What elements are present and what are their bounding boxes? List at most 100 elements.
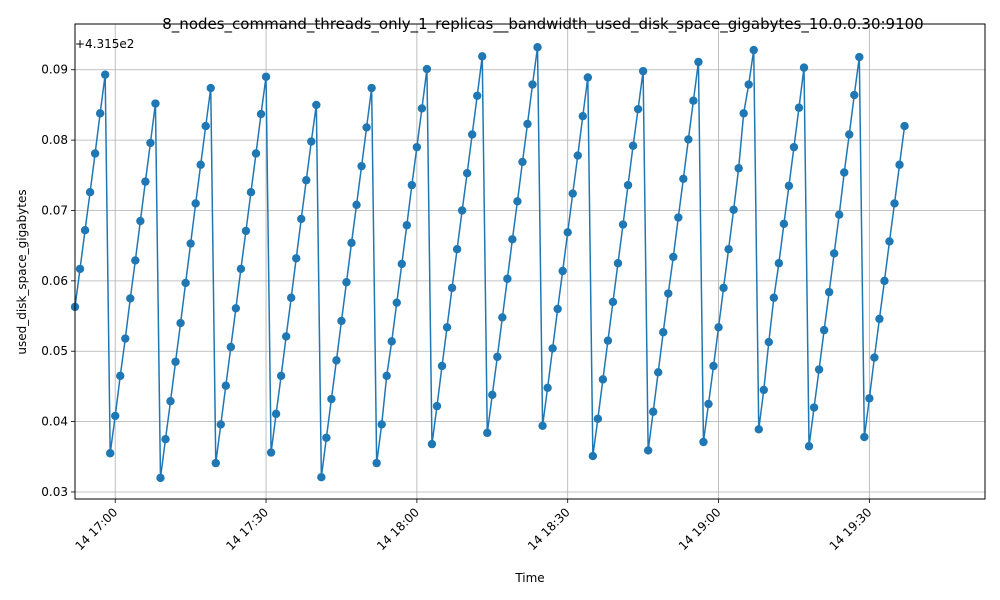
data-point bbox=[427, 439, 437, 449]
data-point bbox=[352, 200, 361, 210]
data-point bbox=[669, 252, 678, 262]
data-point bbox=[543, 383, 552, 393]
data-point bbox=[186, 239, 195, 248]
data-point bbox=[764, 337, 774, 347]
data-point bbox=[749, 45, 758, 55]
data-point bbox=[442, 323, 452, 332]
data-point bbox=[719, 283, 728, 293]
series-line bbox=[74, 47, 906, 478]
data-point bbox=[156, 473, 165, 483]
x-axis-label: Time bbox=[514, 571, 544, 585]
data-point bbox=[382, 371, 391, 381]
data-point bbox=[201, 121, 210, 131]
data-point bbox=[488, 390, 497, 400]
data-point bbox=[231, 304, 241, 313]
data-point bbox=[855, 52, 864, 62]
y-axis: 0.03 0.04 0.05 0.06 0.07 0.08 0.09 bbox=[41, 63, 75, 499]
data-point bbox=[664, 289, 673, 298]
data-point bbox=[457, 206, 467, 215]
data-point bbox=[533, 43, 542, 52]
chart-title: 8_nodes_command_threads_only_1_replicas_… bbox=[162, 15, 923, 34]
data-point bbox=[824, 287, 834, 297]
data-point bbox=[568, 189, 577, 198]
data-point bbox=[553, 304, 562, 314]
data-point bbox=[116, 371, 125, 381]
series-group bbox=[70, 43, 909, 483]
data-point bbox=[643, 446, 653, 455]
data-point bbox=[216, 420, 225, 429]
data-point bbox=[613, 259, 623, 268]
data-point bbox=[473, 91, 482, 100]
data-point bbox=[779, 219, 789, 229]
data-point bbox=[563, 228, 572, 237]
data-point bbox=[241, 226, 251, 236]
data-point bbox=[151, 99, 160, 108]
data-point bbox=[699, 437, 708, 447]
data-point bbox=[774, 259, 784, 268]
data-point bbox=[105, 449, 115, 458]
data-point bbox=[754, 425, 763, 434]
data-point bbox=[95, 109, 105, 118]
data-point bbox=[412, 142, 422, 152]
data-point bbox=[573, 151, 582, 160]
data-point bbox=[588, 451, 598, 461]
plot-frame bbox=[74, 23, 986, 500]
data-point bbox=[397, 259, 406, 269]
y-tick-label: 0.08 bbox=[41, 133, 68, 147]
data-point bbox=[593, 414, 603, 423]
data-point bbox=[548, 344, 557, 353]
data-point bbox=[704, 399, 713, 409]
data-point bbox=[623, 180, 633, 190]
data-point bbox=[292, 254, 301, 263]
data-point bbox=[890, 199, 899, 208]
data-point bbox=[452, 244, 462, 254]
data-point bbox=[211, 458, 220, 468]
data-point bbox=[845, 130, 854, 139]
data-point bbox=[493, 352, 502, 362]
data-point bbox=[281, 332, 291, 341]
data-point bbox=[146, 138, 155, 148]
data-point bbox=[141, 177, 150, 186]
data-point bbox=[467, 130, 477, 139]
data-point bbox=[729, 205, 738, 214]
data-point bbox=[880, 276, 889, 286]
data-point bbox=[121, 334, 130, 343]
data-point bbox=[367, 83, 376, 93]
data-point bbox=[307, 137, 316, 146]
data-point bbox=[744, 80, 753, 89]
data-point bbox=[759, 385, 768, 395]
y-tick-label: 0.04 bbox=[41, 415, 68, 429]
data-point bbox=[236, 264, 246, 274]
data-point bbox=[432, 401, 442, 411]
data-point bbox=[251, 149, 261, 158]
data-point bbox=[302, 176, 311, 185]
data-point bbox=[558, 266, 567, 276]
data-point bbox=[206, 83, 215, 93]
data-point bbox=[829, 249, 839, 258]
data-point bbox=[840, 168, 849, 177]
y-tick-label: 0.05 bbox=[41, 344, 68, 358]
data-point bbox=[392, 298, 401, 307]
data-point bbox=[804, 442, 814, 451]
data-point bbox=[835, 210, 844, 219]
data-point bbox=[875, 314, 884, 324]
data-point bbox=[171, 357, 180, 366]
data-point bbox=[136, 216, 145, 226]
data-point bbox=[226, 342, 236, 352]
data-point bbox=[518, 157, 527, 167]
data-point bbox=[528, 80, 537, 89]
data-point bbox=[498, 313, 507, 322]
data-point bbox=[483, 428, 492, 438]
data-point bbox=[900, 121, 909, 131]
data-point bbox=[603, 336, 613, 345]
data-point bbox=[684, 135, 693, 144]
data-point bbox=[75, 264, 85, 274]
data-point bbox=[799, 63, 809, 72]
data-point bbox=[85, 187, 95, 197]
data-point bbox=[679, 174, 688, 184]
data-point bbox=[618, 220, 628, 229]
data-point bbox=[126, 294, 135, 303]
y-axis-label: used_disk_space_gigabytes bbox=[15, 189, 29, 354]
data-point bbox=[276, 371, 286, 381]
